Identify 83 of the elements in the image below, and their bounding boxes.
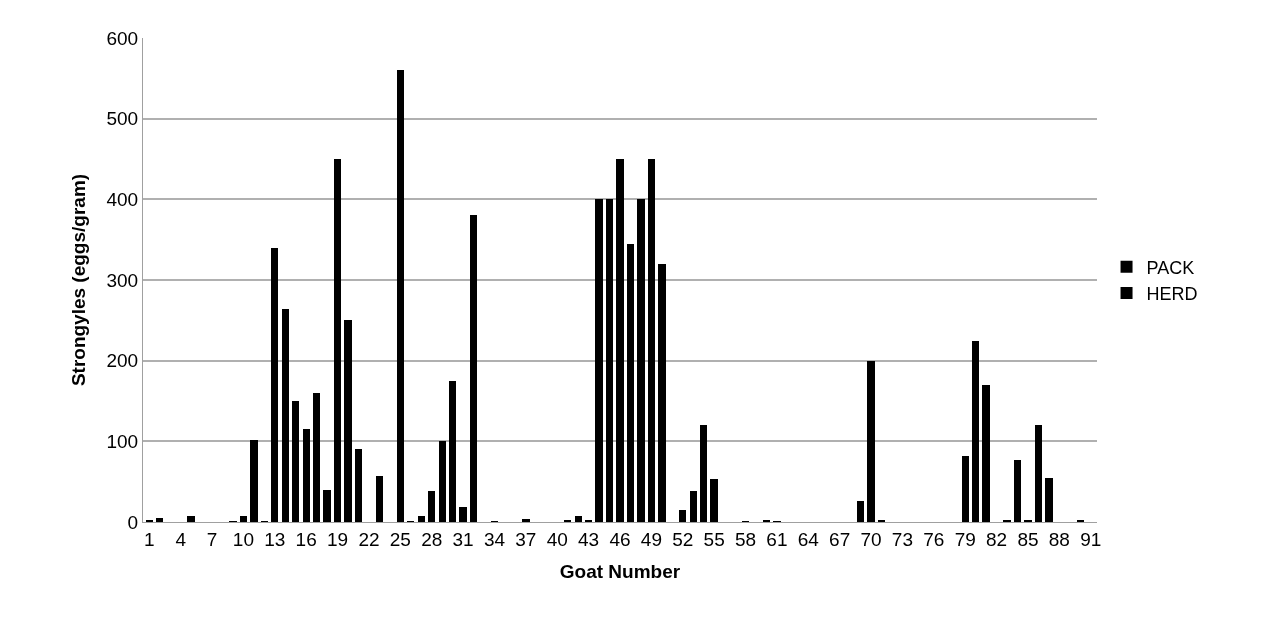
x-tick-label: 76 [923,528,945,550]
bar [250,439,258,522]
x-tick-label: 43 [578,528,600,550]
x-tick-label: 73 [891,528,913,550]
bar [292,401,300,522]
bar [428,490,436,522]
bar [626,243,635,522]
bar [605,199,614,522]
bar [972,340,980,522]
x-tick-label: 22 [358,528,380,550]
bar [187,516,195,522]
bar [595,199,603,522]
y-tick-label: 500 [106,108,139,130]
y-tick-label: 200 [106,350,139,372]
x-tick-label: 70 [860,528,882,550]
bar [867,360,875,522]
y-axis-title: Strongyles (eggs/gram) [68,173,90,387]
x-tick-label: 34 [483,528,506,550]
x-tick-label: 46 [609,528,631,550]
legend-label: HERD [1146,284,1198,305]
x-tick-label: 61 [766,528,788,550]
x-tick-label: 4 [175,528,187,550]
bar [1045,477,1053,522]
bar [239,516,248,522]
x-tick-label: 58 [734,528,757,550]
bar [982,384,990,522]
bar [679,509,687,522]
bar [375,476,384,522]
bar [459,507,467,522]
x-tick-label: 25 [389,528,411,550]
y-tick-label: 300 [106,269,139,291]
x-tick-label: 10 [232,528,254,550]
bar [647,159,656,522]
x-tick-label: 82 [986,528,1008,550]
x-tick-label: 49 [640,528,662,550]
bar [396,70,404,522]
bar [354,449,363,522]
x-tick-label: 52 [672,528,694,550]
x-tick-label: 7 [206,528,218,550]
x-tick-label: 19 [327,528,349,550]
x-tick-label: 16 [295,528,317,550]
x-tick-label: 28 [421,528,443,550]
x-tick-label: 85 [1017,528,1039,550]
bar [522,518,530,522]
x-tick-label: 79 [954,528,976,550]
bar [710,479,718,522]
x-tick-label: 40 [546,528,568,550]
y-tick-label: 400 [106,188,139,210]
bar [281,309,289,522]
x-tick-label: 55 [703,528,725,550]
legend-label: PACK [1146,257,1195,278]
bar [1013,459,1022,522]
bar [312,392,321,522]
bar [616,159,624,522]
bar [658,263,666,522]
bar [333,159,342,522]
bar [1034,425,1043,522]
bar [856,501,865,522]
bar [417,516,425,522]
bar [637,199,645,522]
x-tick-label: 13 [264,528,286,550]
y-tick-label: 100 [106,430,139,452]
bar [344,320,352,522]
bar [469,215,478,522]
x-axis-title: Goat Number [559,560,681,582]
y-tick-label: 600 [106,27,139,49]
x-tick-label: 37 [515,528,537,550]
y-tick-label: 0 [127,511,139,533]
x-tick-label: 1 [143,528,155,550]
x-tick-label: 64 [797,528,820,550]
x-tick-label: 88 [1048,528,1070,550]
bar [961,455,969,522]
bar [156,517,164,522]
bar [302,429,310,522]
bar [689,491,697,522]
bar [323,489,331,522]
bar [700,425,708,522]
x-tick-label: 67 [829,528,851,550]
bar [438,441,446,522]
bar [271,247,279,522]
x-tick-label: 91 [1080,528,1102,550]
bar [448,380,457,522]
x-tick-label: 31 [452,528,474,550]
